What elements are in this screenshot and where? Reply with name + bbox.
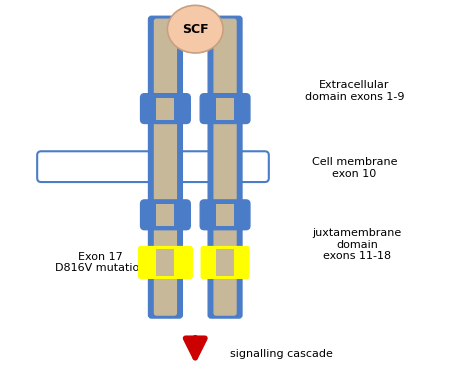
FancyBboxPatch shape bbox=[138, 247, 192, 278]
Bar bbox=[156, 204, 174, 226]
FancyBboxPatch shape bbox=[155, 19, 176, 315]
Text: Extracellular
domain exons 1-9: Extracellular domain exons 1-9 bbox=[305, 80, 404, 102]
FancyBboxPatch shape bbox=[148, 16, 182, 318]
Bar bbox=[156, 98, 174, 120]
FancyBboxPatch shape bbox=[208, 16, 242, 318]
FancyBboxPatch shape bbox=[200, 200, 250, 230]
Bar bbox=[216, 98, 234, 120]
Text: Exon 17
D816V mutation: Exon 17 D816V mutation bbox=[55, 252, 146, 273]
FancyBboxPatch shape bbox=[200, 94, 250, 123]
Text: Cell membrane
exon 10: Cell membrane exon 10 bbox=[311, 157, 397, 179]
FancyBboxPatch shape bbox=[37, 151, 269, 182]
FancyBboxPatch shape bbox=[141, 94, 190, 123]
Bar bbox=[156, 249, 174, 276]
Ellipse shape bbox=[167, 5, 223, 53]
Text: SCF: SCF bbox=[182, 23, 209, 36]
Bar bbox=[216, 204, 234, 226]
FancyBboxPatch shape bbox=[201, 247, 249, 278]
Text: juxtamembrane
domain
exons 11-18: juxtamembrane domain exons 11-18 bbox=[313, 228, 402, 261]
FancyBboxPatch shape bbox=[214, 19, 236, 315]
Text: signalling cascade: signalling cascade bbox=[230, 349, 333, 359]
Bar bbox=[216, 249, 234, 276]
FancyBboxPatch shape bbox=[141, 200, 190, 230]
